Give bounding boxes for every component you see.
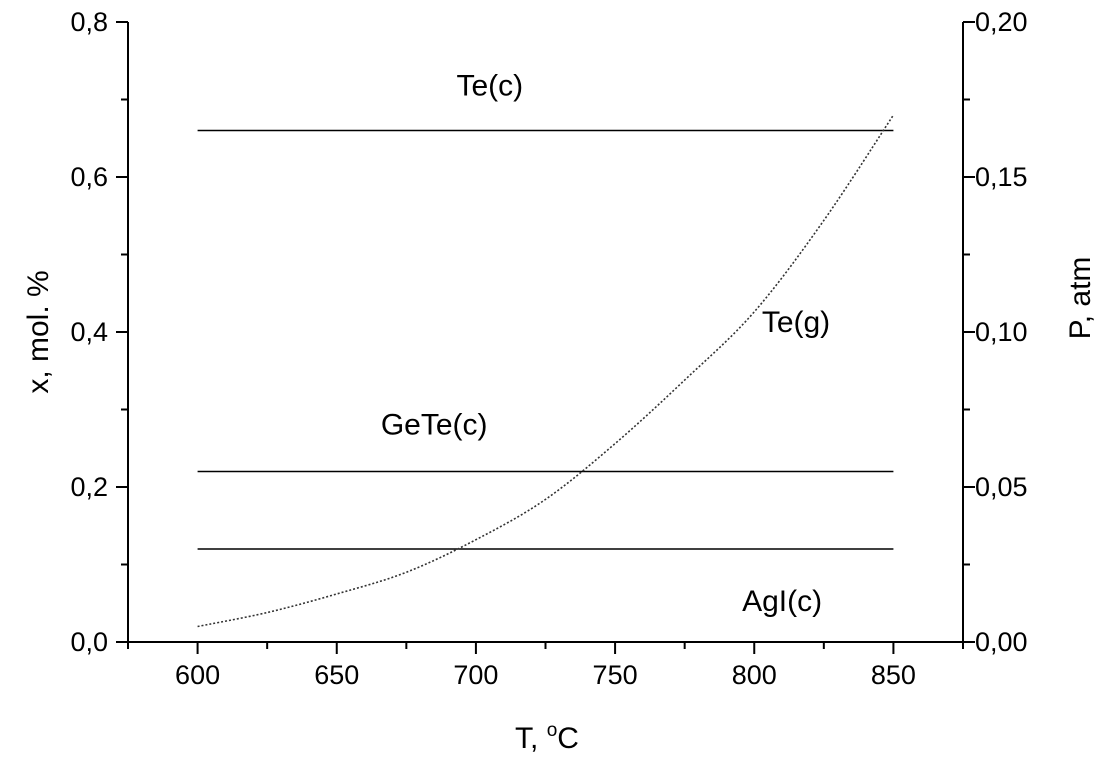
x-tick-label: 750 xyxy=(593,660,638,690)
x-tick-label: 850 xyxy=(871,660,916,690)
series-label-te-c: Te(c) xyxy=(456,70,523,103)
y-tick-label: 0,4 xyxy=(70,317,108,347)
series-label-agi-c: AgI(c) xyxy=(742,585,822,618)
x-axis-title: T, oC xyxy=(515,720,579,755)
y-tick-label: 0,2 xyxy=(70,472,108,502)
y2-tick-label: 0,20 xyxy=(975,7,1028,37)
y2-tick-label: 0,00 xyxy=(975,627,1028,657)
y-tick-label: 0,6 xyxy=(70,162,108,192)
y2-tick-label: 0,10 xyxy=(975,317,1028,347)
series-label-te-g: Te(g) xyxy=(762,306,830,339)
x-axis-title-main: T, xyxy=(515,722,547,755)
y2-tick-label: 0,05 xyxy=(975,472,1028,502)
series-label-gete-c: GeTe(c) xyxy=(381,408,488,441)
y2-tick-label: 0,15 xyxy=(975,162,1028,192)
y-tick-label: 0,0 xyxy=(70,627,108,657)
series-curve-te-g xyxy=(197,114,895,628)
labels-layer: Te(c) GeTe(c) AgI(c) Te(g) xyxy=(381,70,830,618)
x-tick-label: 700 xyxy=(453,660,498,690)
y-axis-title: x, mol. % xyxy=(22,270,55,393)
series-layer xyxy=(197,114,895,628)
x-tick-label: 600 xyxy=(175,660,220,690)
y-tick-label: 0,8 xyxy=(70,7,108,37)
x-tick-label: 650 xyxy=(314,660,359,690)
x-tick-label: 800 xyxy=(732,660,777,690)
x-axis-title-end: C xyxy=(557,722,579,755)
x-axis-title-sup: o xyxy=(547,720,558,741)
ticks: 600 650 700 750 800 850 0,0 0,2 0,4 0,6 0,8 0,00 0,0… xyxy=(70,7,1027,690)
y2-axis-title: P, atm xyxy=(1064,257,1097,340)
